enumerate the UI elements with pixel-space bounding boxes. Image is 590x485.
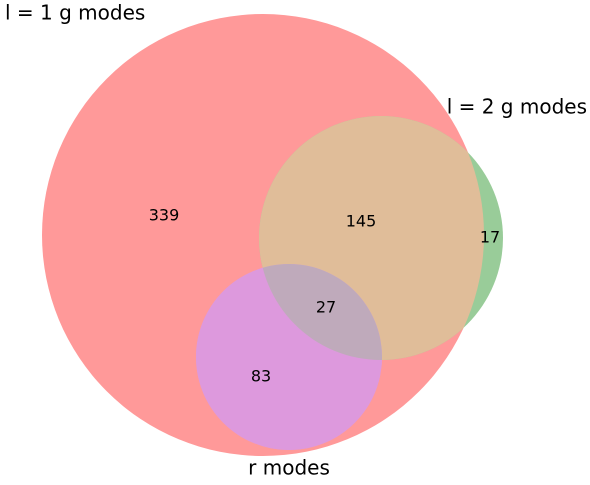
region-label: 27 xyxy=(316,298,336,317)
region-label: 83 xyxy=(251,367,271,386)
region-label: 339 xyxy=(149,206,180,225)
set-label: l = 2 g modes xyxy=(447,95,587,119)
region-label: 17 xyxy=(480,228,500,247)
set-label: l = 1 g modes xyxy=(5,1,145,25)
set-label: r modes xyxy=(248,456,330,480)
region-label: 145 xyxy=(346,212,377,231)
